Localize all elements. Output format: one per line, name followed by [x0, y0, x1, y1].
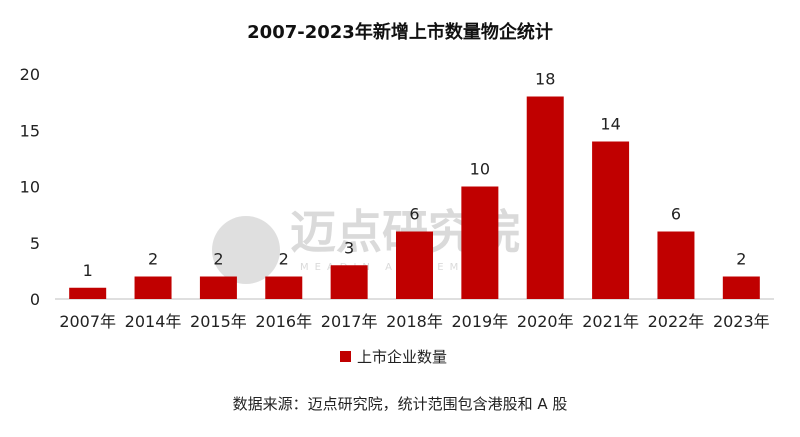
bar [722, 276, 760, 299]
data-label: 3 [344, 238, 354, 257]
source-note: 数据来源：迈点研究院，统计范围包含港股和 A 股 [233, 395, 568, 413]
x-tick-label: 2018年 [386, 312, 443, 331]
watermark-subtext: MEADIN ACADEMY [300, 262, 476, 273]
x-tick-label: 2016年 [255, 312, 312, 331]
bar [69, 287, 107, 299]
watermark-logo-icon [212, 216, 280, 284]
chart-title: 2007-2023年新增上市数量物企统计 [247, 21, 553, 43]
data-label: 14 [600, 115, 620, 134]
bar [461, 186, 499, 299]
y-tick-label: 5 [30, 234, 40, 253]
y-tick-label: 10 [20, 178, 40, 197]
bars [69, 96, 760, 299]
x-axis-labels: 2007年 2014年 2015年 2016年 2017年 2018年 2019年 2020年… [59, 312, 769, 331]
data-label: 1 [83, 261, 93, 280]
y-tick-label: 20 [20, 65, 40, 84]
data-labels: 1 2 2 2 3 6 10 18 14 6 2 [83, 70, 747, 280]
data-label: 6 [671, 205, 681, 224]
bar [134, 276, 172, 299]
y-tick-label: 0 [30, 290, 40, 309]
data-label: 6 [409, 205, 419, 224]
y-axis: 0 5 10 15 20 [20, 65, 40, 309]
legend-label: 上市企业数量 [357, 348, 447, 366]
bar [396, 231, 433, 299]
x-tick-label: 2015年 [190, 312, 247, 331]
x-tick-label: 2019年 [451, 312, 508, 331]
data-label: 10 [470, 160, 490, 179]
x-tick-label: 2022年 [648, 312, 705, 331]
x-tick-label: 2023年 [713, 312, 770, 331]
legend-swatch [340, 351, 351, 362]
y-tick-label: 15 [20, 121, 40, 140]
data-label: 2 [736, 250, 746, 269]
x-tick-label: 2007年 [59, 312, 116, 331]
bar [330, 265, 368, 299]
data-label: 2 [213, 250, 223, 269]
data-label: 18 [535, 70, 555, 89]
bar [592, 141, 630, 299]
bar [657, 231, 695, 299]
x-tick-label: 2020年 [517, 312, 574, 331]
x-tick-label: 2021年 [582, 312, 639, 331]
bar [199, 276, 237, 299]
bar [265, 276, 303, 299]
x-tick-label: 2017年 [321, 312, 378, 331]
bar [526, 96, 564, 299]
data-label: 2 [279, 250, 289, 269]
data-label: 2 [148, 250, 158, 269]
x-tick-label: 2014年 [125, 312, 182, 331]
legend: 上市企业数量 [340, 348, 447, 366]
